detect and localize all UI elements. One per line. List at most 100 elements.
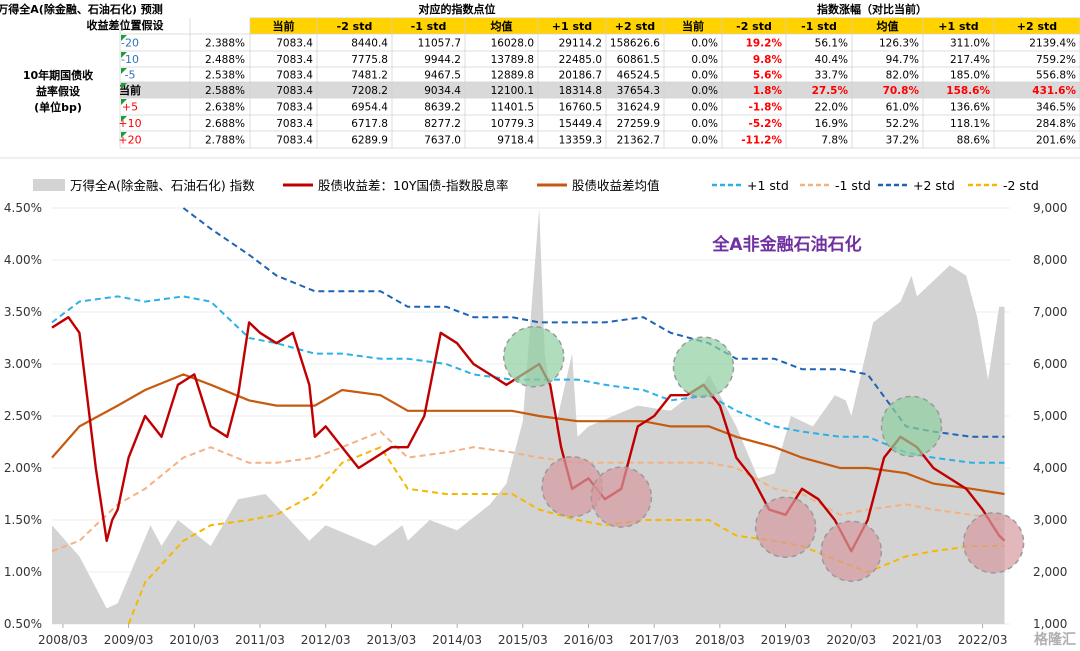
- table-group-points: 对应的指数点位: [419, 2, 496, 16]
- x-tick: 2022/03: [958, 633, 1008, 647]
- cell-change: 346.5%: [1036, 102, 1076, 114]
- cell-yield: 2.388%: [205, 38, 245, 50]
- low-marker: [590, 466, 653, 528]
- cell-change: 33.7%: [815, 70, 848, 82]
- cell-yield: 2.688%: [205, 118, 245, 130]
- column-header: -1 std: [411, 20, 447, 33]
- cell-points: 6954.4: [351, 102, 388, 114]
- row-label: +10: [118, 117, 141, 130]
- cell-change: 5.6%: [753, 70, 783, 82]
- legend-label: +2 std: [913, 178, 955, 193]
- cell-points: 7083.4: [276, 118, 313, 130]
- legend-label: 股债收益差均值: [572, 178, 660, 193]
- cell-change: 27.5%: [812, 85, 849, 97]
- cell-flag: [121, 83, 127, 89]
- y-right-tick: 6,000: [1033, 357, 1067, 371]
- cell-points: 16760.5: [559, 102, 602, 114]
- cell-points: 29114.2: [559, 38, 602, 50]
- column-header: 均值: [491, 19, 513, 33]
- cell-points: 16028.0: [491, 38, 534, 50]
- cell-flag: [121, 35, 127, 41]
- cell-points: 10779.3: [491, 118, 534, 130]
- cell-change: 94.7%: [886, 54, 919, 66]
- cell-points: 27259.9: [617, 118, 660, 130]
- cell-points: 7083.4: [276, 54, 313, 66]
- column-header: +1 std: [938, 20, 978, 33]
- cell-points: 46524.5: [617, 70, 660, 82]
- y-right-tick: 9,000: [1033, 201, 1067, 215]
- cell-change: 556.8%: [1036, 70, 1076, 82]
- row-label: +20: [118, 134, 141, 147]
- y-right-tick: 7,000: [1033, 305, 1067, 319]
- row-label: -20: [121, 37, 139, 50]
- x-tick: 2014/03: [432, 633, 482, 647]
- cell-points: 8440.4: [351, 38, 388, 50]
- column-header: -2 std: [736, 20, 772, 33]
- cell-change: 82.0%: [886, 70, 919, 82]
- cell-points: 7083.4: [276, 85, 313, 97]
- high-marker: [502, 325, 565, 388]
- chart-annotation: 全A非金融石油石化: [711, 234, 861, 255]
- column-header: +1 std: [552, 20, 592, 33]
- cell-yield: 2.788%: [205, 135, 245, 147]
- table-group-change: 指数涨幅（对比当前）: [817, 2, 927, 16]
- cell-change: 52.2%: [886, 118, 919, 130]
- cell-yield: 2.538%: [205, 70, 245, 82]
- cell-change: -1.8%: [749, 102, 783, 114]
- table-title: 万得全A(除金融、石油石化) 预测: [0, 2, 163, 16]
- current-row-highlight: [120, 82, 1080, 98]
- legend-label: 股债收益差：10Y国债-指数股息率: [318, 178, 509, 193]
- cell-change: 158.6%: [946, 85, 990, 97]
- x-tick: 2019/03: [761, 633, 811, 647]
- cell-change: 136.6%: [950, 102, 990, 114]
- cell-points: 13359.3: [559, 135, 602, 147]
- cell-change: 217.4%: [950, 54, 990, 66]
- y-left-tick: 2.00%: [4, 461, 42, 475]
- cell-points: 7083.4: [276, 102, 313, 114]
- column-header: -2 std: [337, 20, 373, 33]
- cell-change: 61.0%: [886, 102, 919, 114]
- cell-flag: [121, 116, 127, 122]
- cell-points: 7637.0: [424, 135, 461, 147]
- cell-change: 0.0%: [691, 118, 718, 130]
- legend-swatch-area: [33, 179, 65, 191]
- cell-flag: [121, 132, 127, 138]
- y-right-tick: 8,000: [1033, 253, 1067, 267]
- cell-change: 284.8%: [1036, 118, 1076, 130]
- cell-change: 0.0%: [691, 54, 718, 66]
- legend-label: +1 std: [747, 178, 789, 193]
- cell-points: 9718.4: [497, 135, 534, 147]
- x-tick: 2016/03: [564, 633, 614, 647]
- cell-points: 31624.9: [617, 102, 660, 114]
- y-right-tick: 1,000: [1033, 617, 1067, 631]
- high-marker: [672, 336, 735, 398]
- row-label: -10: [121, 53, 139, 66]
- spread-chart: 0.50% 1.00% 1.50% 2.00% 2.50% 3.00% 3.50% 4.00%…: [0, 157, 1080, 648]
- cell-points: 22485.0: [559, 54, 602, 66]
- forecast-table: 万得全A(除金融、石油石化) 预测 对应的指数点位 指数涨幅（对比当前） 收益差位置假…: [0, 2, 1080, 149]
- y-left-tick: 1.00%: [4, 565, 42, 579]
- y-right-tick: 5,000: [1033, 409, 1067, 423]
- cell-change: 2139.4%: [1029, 38, 1076, 50]
- legend: 万得全A(除金融、石油石化) 指数 股债收益差：10Y国债-指数股息率 股债收益差均…: [33, 178, 1039, 193]
- cell-points: 158626.6: [610, 38, 660, 50]
- cell-points: 7083.4: [276, 135, 313, 147]
- cell-points: 21362.7: [617, 135, 660, 147]
- cell-change: 22.0%: [815, 102, 848, 114]
- cell-points: 8277.2: [424, 118, 461, 130]
- plus2-std-line: [182, 207, 1005, 438]
- cell-change: 7.8%: [821, 135, 848, 147]
- side-label: 10年期国债收: [23, 68, 93, 82]
- cell-points: 6717.8: [351, 118, 388, 130]
- x-tick: 2020/03: [826, 633, 876, 647]
- cell-points: 7208.2: [351, 85, 388, 97]
- cell-points: 15449.4: [559, 118, 603, 130]
- cell-yield: 2.588%: [205, 85, 245, 97]
- cell-yield: 2.638%: [205, 102, 245, 114]
- y-left-tick: 1.50%: [4, 513, 42, 527]
- cell-change: 0.0%: [691, 38, 718, 50]
- row-label: 当前: [119, 83, 141, 97]
- cell-points: 7775.8: [351, 54, 388, 66]
- minus2-std-line: [127, 445, 1005, 625]
